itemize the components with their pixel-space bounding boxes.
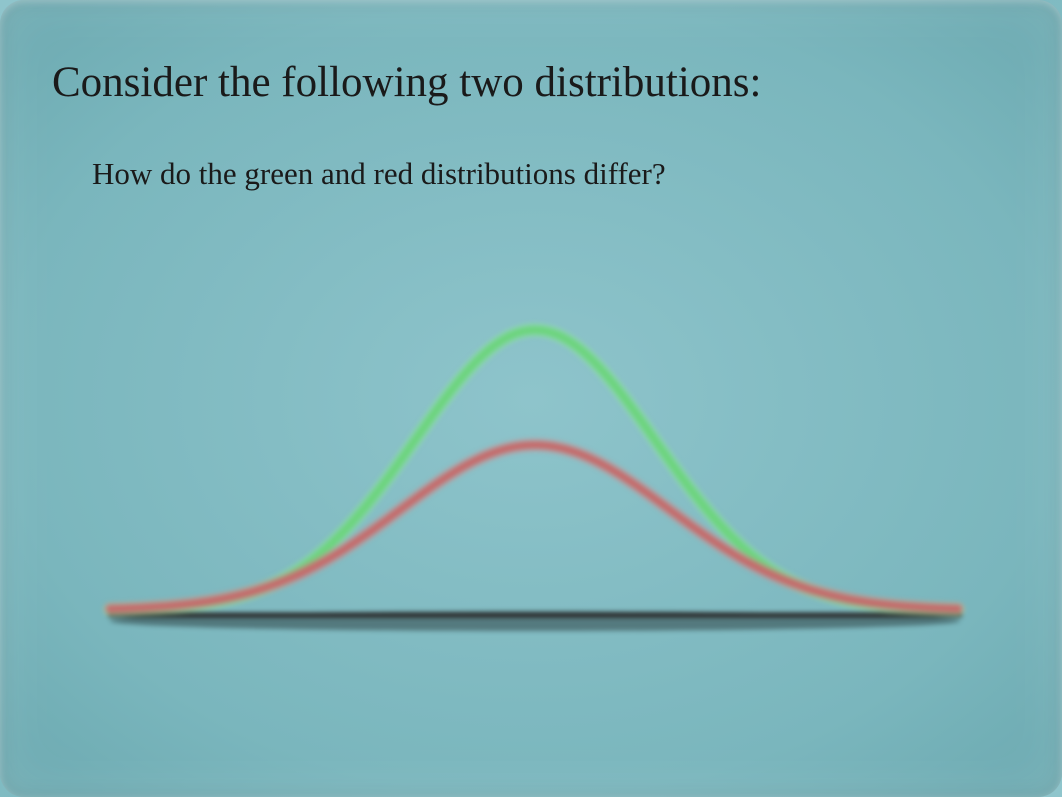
red-curve [110,445,958,609]
slide-container: Consider the following two distributions… [0,0,1062,797]
green-curve [110,330,958,609]
green-curve-glow [110,330,958,609]
red-curve-glow [110,445,958,609]
chart-svg [100,240,970,660]
distribution-chart [100,240,970,660]
slide-question: How do the green and red distributions d… [92,156,666,192]
slide-title: Consider the following two distributions… [52,58,761,107]
